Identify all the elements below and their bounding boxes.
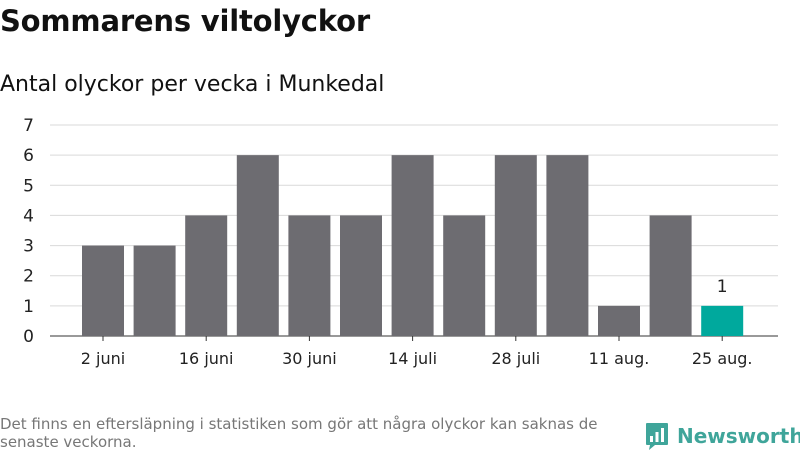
x-tick-label: 25 aug.	[692, 349, 753, 368]
x-tick-label: 16 juni	[179, 349, 234, 368]
y-tick-label: 2	[23, 267, 34, 287]
x-tick-label: 14 juli	[388, 349, 437, 368]
y-tick-label: 0	[23, 327, 34, 347]
bar	[82, 245, 124, 336]
bar	[236, 155, 279, 336]
brand-name: Newsworthy	[677, 424, 800, 448]
y-tick-label: 6	[23, 146, 34, 166]
bar	[649, 215, 692, 336]
bar	[288, 215, 331, 336]
bar	[133, 245, 176, 336]
x-tick-label: 11 aug.	[589, 349, 650, 368]
chart-subtitle: Antal olyckor per vecka i Munkedal	[0, 72, 385, 97]
x-tick-label: 30 juni	[282, 349, 337, 368]
newsworthy-logo-icon	[646, 423, 668, 450]
bar	[701, 305, 744, 336]
bar-chart: 0 1 2 3 4 5 6 7 1 2 juni 16 juni 30 juni 14 juli 28 j…	[23, 116, 778, 368]
bar	[494, 155, 537, 336]
bar	[598, 305, 640, 336]
y-tick-label: 4	[23, 206, 34, 226]
x-tick-label: 28 juli	[491, 349, 540, 368]
bar	[546, 155, 589, 336]
x-tick-label: 2 juni	[81, 349, 125, 368]
footnote: Det finns en eftersläpning i statistiken…	[0, 415, 598, 451]
data-label: 1	[717, 277, 728, 297]
y-tick-label: 1	[23, 297, 34, 317]
y-tick-label: 3	[23, 237, 34, 257]
brand: Newsworthy	[645, 421, 800, 451]
y-tick-label: 7	[23, 116, 34, 136]
chart-title: Sommarens viltolyckor	[0, 4, 370, 38]
bar	[391, 155, 434, 336]
y-tick-label: 5	[23, 176, 34, 196]
bar	[185, 215, 228, 336]
bar	[340, 215, 382, 336]
bar	[443, 215, 486, 336]
